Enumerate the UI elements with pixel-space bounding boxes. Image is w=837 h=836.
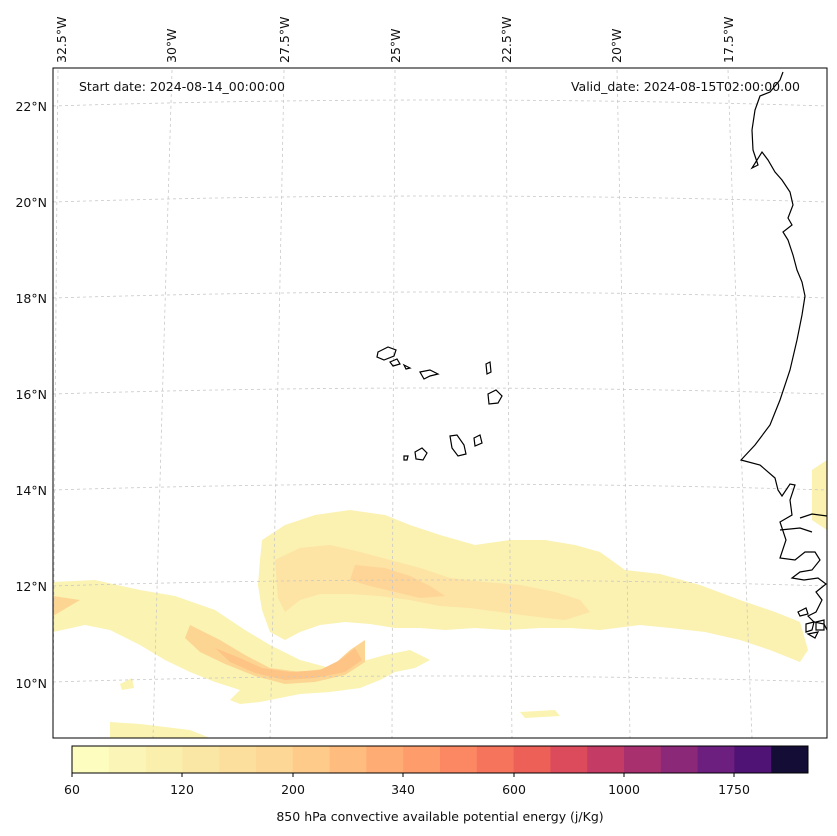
colorbar-swatch [587,746,625,773]
cape-max-south [215,648,362,680]
latitude-labels: 22°N 20°N 18°N 16°N 14°N 12°N 10°N [15,99,47,691]
gridline-lat-18 [52,291,828,299]
island-brava [403,455,409,461]
coast-inlet-north [799,513,828,519]
colorbar-title: 850 hPa convective available potential e… [276,809,603,824]
colorbar-swatch [697,746,735,773]
cape-verde-islands [376,346,503,461]
island-sao-nicolau [419,369,440,380]
lat-label-12: 12°N [15,579,47,594]
colorbar-swatch [734,746,772,773]
island-bissagos-4 [806,631,820,639]
island-santiago [449,434,467,457]
coast-inlet-south [779,527,813,533]
cape-blob-south-west [110,722,210,738]
gridline-lon-22-5 [505,69,513,739]
colorbar-swatch [660,746,699,773]
island-santa-luzia [402,363,412,370]
africa-coastline [739,71,828,631]
colorbar-swatch [145,746,183,773]
island-boa-vista [487,389,503,405]
island-santo-antao [376,346,397,361]
colorbar-swatch [292,746,331,773]
colorbar-swatch [366,746,404,773]
gridline-lat-20 [52,195,828,203]
cape-blob-small [120,678,134,690]
colorbar-swatch [550,746,588,773]
island-bissagos-3 [815,619,825,631]
lon-label-32-5: 32.5°W [54,17,69,63]
colorbar-tick-label-120: 120 [170,782,194,797]
gridline-lat-10 [52,675,828,683]
gridline-lat-12 [52,579,828,587]
colorbar-swatches [72,746,809,773]
colorbar-swatch [403,746,441,773]
cape-core-mid [350,565,445,598]
lon-label-30: 30°W [164,28,179,63]
gridline-lon-27-5 [269,69,285,739]
lon-label-22-5: 22.5°W [499,17,514,63]
colorbar-swatch [219,746,257,773]
cape-core-north [275,545,590,620]
map-frame [52,67,828,739]
lon-label-25: 25°W [388,28,403,63]
lat-label-16: 16°N [15,387,47,402]
lat-label-22: 22°N [15,99,47,114]
lon-label-27-5: 27.5°W [277,17,292,63]
cape-max-west [53,596,80,616]
gridline-lon-25 [391,69,396,739]
cape-band-east [812,460,827,530]
longitude-labels: 32.5°W 30°W 27.5°W 25°W 22.5°W 20°W 17.5… [54,17,736,63]
colorbar-tick-label-60: 60 [64,782,80,797]
colorbar-tick-label-600: 600 [502,782,526,797]
colorbar-swatch [624,746,662,773]
gridline-lon-20 [616,69,631,739]
colorbar-swatch [440,746,478,773]
gridline-lon-17-5 [727,69,753,739]
colorbar-swatch [476,746,515,773]
start-date-label: Start date: 2024-08-14_00:00:00 [79,79,285,94]
colorbar-swatch [771,746,809,773]
colorbar-swatch [72,746,110,773]
gridline-lat-14 [52,483,828,491]
colorbar-tick-label-1000: 1000 [608,782,640,797]
colorbar-tick-label-340: 340 [391,782,415,797]
lat-label-20: 20°N [15,195,47,210]
gridlines [52,69,828,739]
colorbar-swatch [108,746,147,773]
colorbar-swatch [329,746,367,773]
cape-band-main [258,510,808,662]
colorbar-ticks [71,773,735,777]
island-bissagos-1 [797,607,809,617]
valid-date-label: Valid_date: 2024-08-15T02:00:00.00 [571,79,800,94]
island-bissagos-2 [805,621,815,633]
island-sao-vicente [389,358,401,367]
colorbar-swatch [182,746,220,773]
colorbar-frame [71,745,809,774]
bissagos-islands [797,607,825,639]
colorbar-swatch [513,746,551,773]
gridline-lat-22 [52,99,828,107]
lat-label-10: 10°N [15,676,47,691]
lat-label-14: 14°N [15,483,47,498]
colorbar-tick-label-200: 200 [281,782,305,797]
lon-label-20: 20°W [609,28,624,63]
cape-blob-south [520,710,560,718]
island-sal [485,361,492,375]
island-maio [473,434,483,447]
colorbar-tick-label-1750: 1750 [718,782,750,797]
island-fogo [414,447,428,461]
map-panel [52,67,828,739]
cape-field [53,460,827,738]
gridline-lat-16 [52,387,828,395]
gridline-lon-30 [152,69,173,739]
colorbar: 60 120 200 340 600 1000 1750 850 hPa con… [64,745,809,824]
coastlines [376,71,828,639]
colorbar-swatch [256,746,294,773]
lon-label-17-5: 17.5°W [721,17,736,63]
gridline-lon-32-5 [52,69,59,739]
lat-label-18: 18°N [15,291,47,306]
